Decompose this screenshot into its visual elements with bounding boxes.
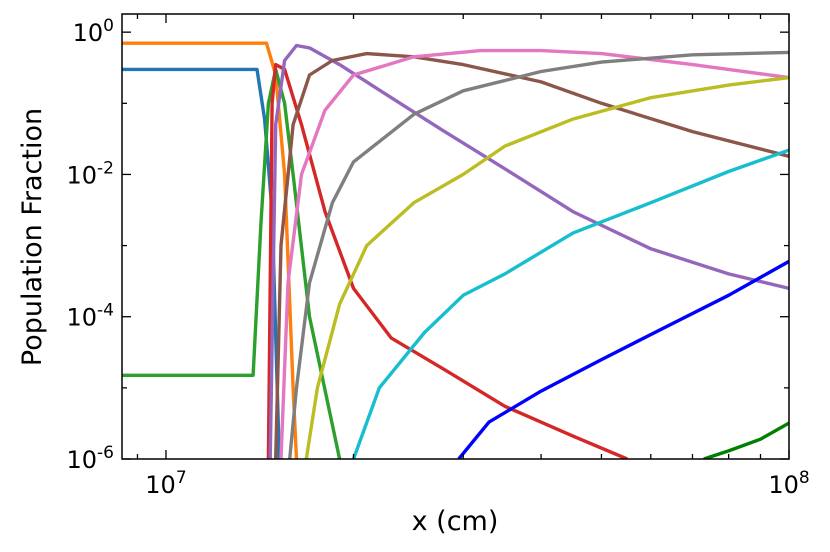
series-layer [122, 41, 789, 459]
series-line-3 [122, 67, 342, 459]
series-line-7 [279, 48, 789, 459]
series-line-9 [304, 75, 789, 459]
plot-frame [121, 13, 790, 460]
x-tick-label-2: 108 [768, 468, 809, 499]
series-line-1 [122, 67, 281, 459]
series-line-5 [268, 43, 789, 459]
x-axis-label: x (cm) [412, 506, 499, 537]
tick-layer: 107 108 100 10-2 10-4 10-6 [67, 14, 810, 499]
x-tick-label-1: 107 [145, 468, 186, 499]
series-line-8 [288, 50, 789, 459]
series-line-12 [703, 421, 789, 459]
series-line-10 [351, 148, 789, 459]
y-tick-label-3: 10-4 [67, 301, 115, 332]
y-tick-label-2: 10-2 [67, 158, 115, 189]
series-line-4 [266, 62, 628, 459]
y-tick-label-1: 100 [73, 16, 114, 47]
y-axis-label: Population Fraction [17, 108, 48, 366]
series-line-11 [457, 259, 789, 459]
y-tick-label-4: 10-6 [67, 443, 115, 474]
